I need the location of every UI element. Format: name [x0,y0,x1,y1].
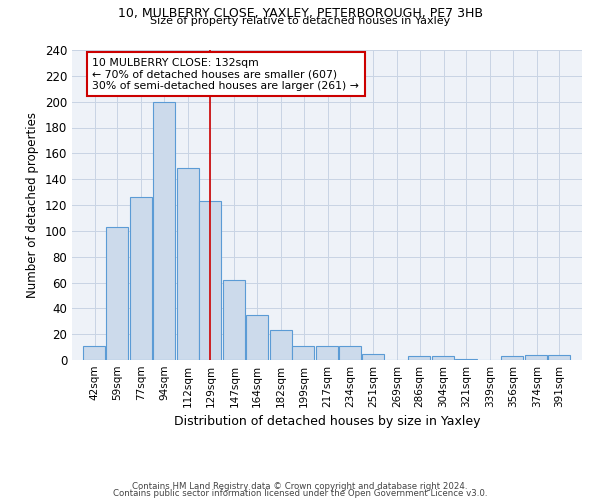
Bar [176,168,199,360]
Text: Contains public sector information licensed under the Open Government Licence v3: Contains public sector information licen… [113,488,487,498]
Bar [270,330,292,360]
Bar [106,227,128,360]
Bar [526,355,547,360]
Text: Size of property relative to detached houses in Yaxley: Size of property relative to detached ho… [150,16,450,26]
Bar [455,358,477,360]
Bar [152,102,175,360]
Bar [292,346,314,360]
Bar [339,346,361,360]
Text: 10 MULBERRY CLOSE: 132sqm
← 70% of detached houses are smaller (607)
30% of semi: 10 MULBERRY CLOSE: 132sqm ← 70% of detac… [92,58,359,91]
Bar [130,197,152,360]
Bar [199,201,221,360]
Bar [432,356,454,360]
Text: Contains HM Land Registry data © Crown copyright and database right 2024.: Contains HM Land Registry data © Crown c… [132,482,468,491]
Bar [223,280,245,360]
Bar [316,346,338,360]
X-axis label: Distribution of detached houses by size in Yaxley: Distribution of detached houses by size … [174,416,480,428]
Bar [362,354,383,360]
Bar [502,356,523,360]
Bar [83,346,105,360]
Y-axis label: Number of detached properties: Number of detached properties [26,112,39,298]
Bar [408,356,430,360]
Bar [548,355,570,360]
Bar [246,315,268,360]
Text: 10, MULBERRY CLOSE, YAXLEY, PETERBOROUGH, PE7 3HB: 10, MULBERRY CLOSE, YAXLEY, PETERBOROUGH… [118,8,482,20]
